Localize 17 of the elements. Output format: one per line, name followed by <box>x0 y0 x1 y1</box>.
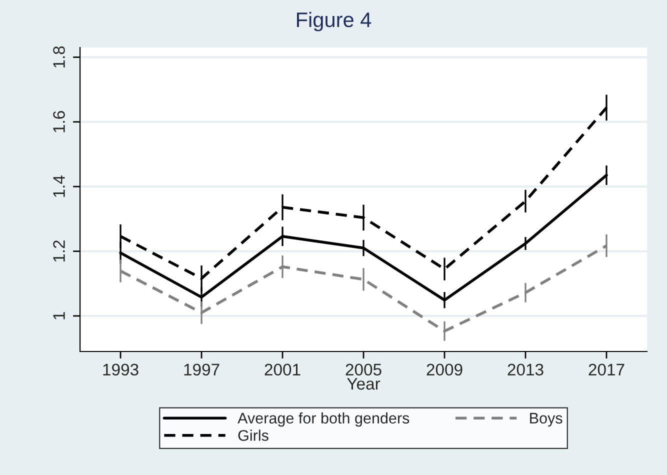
x-tick-label: 2013 <box>508 364 544 376</box>
x-tick-label: 1997 <box>184 364 220 376</box>
legend-label: Boys <box>530 412 562 427</box>
y-tick-label: 1 <box>53 312 65 320</box>
y-tick-label: 1.6 <box>53 111 65 132</box>
x-axis-title: Year <box>347 378 380 390</box>
x-tick-label: 2017 <box>588 364 624 376</box>
legend-label: Girls <box>238 430 268 441</box>
y-tick-label: 1.8 <box>53 46 65 68</box>
chart-title: Figure 4 <box>297 12 372 32</box>
legend-label: Average for both genders <box>238 412 410 427</box>
x-tick-label: 1993 <box>103 364 138 376</box>
x-tick-label: 2009 <box>426 364 462 376</box>
y-tick-label: 1.4 <box>53 175 65 197</box>
x-tick-label: 2001 <box>264 364 300 376</box>
y-tick-label: 1.2 <box>53 240 65 262</box>
x-tick-label: 2005 <box>346 364 382 376</box>
